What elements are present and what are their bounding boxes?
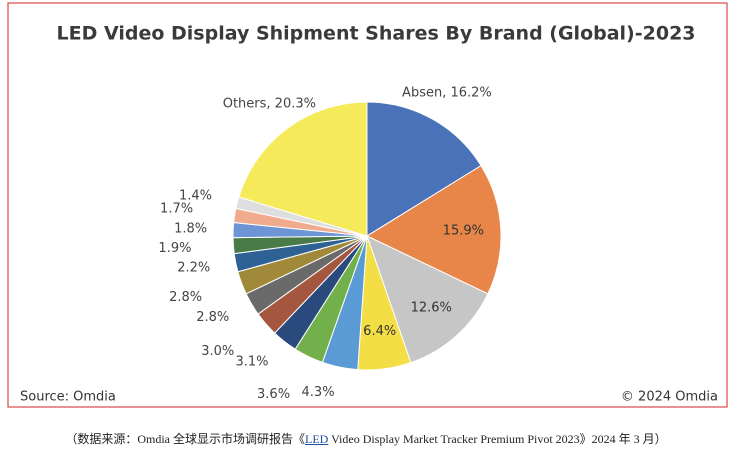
data-label: 12.6% (411, 300, 452, 315)
pie-slice (365, 164, 502, 295)
pie-slice (366, 235, 489, 364)
data-label: Others, 20.3% (223, 97, 316, 112)
data-label: 1.4% (179, 189, 212, 204)
data-label: 3.6% (257, 387, 290, 402)
caption-text: Video Display Market Tracker Premium Piv… (328, 432, 667, 446)
data-label: 2.2% (177, 260, 210, 275)
data-label: 15.9% (443, 223, 484, 238)
pie-slice (366, 101, 482, 237)
caption: （数据来源：Omdia 全球显示市场调研报告《LED Video Display… (0, 430, 732, 447)
data-label: 6.4% (363, 324, 396, 339)
data-label: 1.8% (174, 221, 207, 236)
caption-text: （数据来源：Omdia 全球显示市场调研报告《 (65, 432, 305, 446)
data-label: 4.3% (302, 385, 335, 400)
data-label: 3.0% (201, 344, 234, 359)
caption-link[interactable]: LED (304, 432, 329, 446)
pie-slice (238, 101, 368, 237)
data-label: 2.8% (196, 310, 229, 325)
copyright: © 2024 Omdia (621, 390, 718, 405)
data-label: 1.9% (158, 241, 191, 256)
data-label: 1.7% (160, 202, 193, 217)
chart: LED Video Display Shipment Shares By Bra… (7, 2, 728, 408)
data-label: 2.8% (169, 290, 202, 305)
data-label: Absen, 16.2% (402, 85, 492, 100)
data-label: 3.1% (236, 355, 269, 370)
source: Source: Omdia (20, 390, 116, 405)
chart-title: LED Video Display Shipment Shares By Bra… (56, 23, 695, 45)
